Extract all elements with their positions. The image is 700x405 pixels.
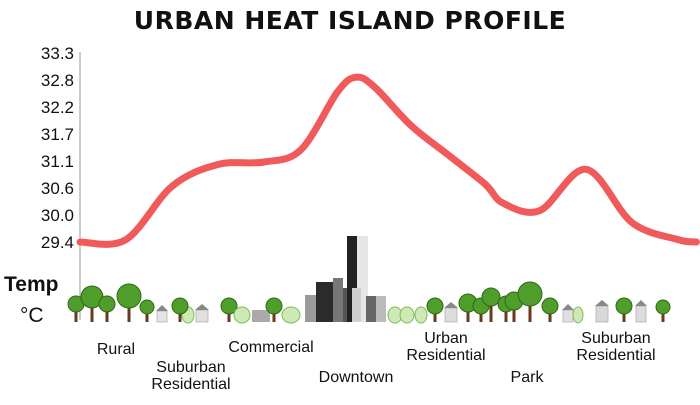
tree-icon — [171, 297, 189, 322]
chart-title: URBAN HEAT ISLAND PROFILE — [133, 6, 567, 35]
house-icon — [195, 304, 209, 323]
building-icon — [252, 310, 270, 322]
building-icon — [376, 296, 386, 322]
tree-icon — [116, 283, 142, 322]
tree-icon — [655, 299, 671, 322]
category-label: Downtown — [319, 369, 394, 386]
building-icon — [366, 296, 376, 322]
house-icon — [562, 304, 574, 323]
y-tick-label: 30.0 — [41, 206, 74, 225]
house-icon — [444, 302, 458, 323]
y-axis-label: Temp — [4, 273, 58, 296]
y-tick-label: 32.2 — [41, 98, 74, 117]
tree-icon — [67, 295, 85, 322]
building-icon — [333, 278, 343, 322]
category-label: Suburban Residential — [151, 359, 230, 393]
y-ticks: 33.3 32.8 32.2 31.7 31.1 30.6 30.0 29.4 — [41, 44, 74, 252]
category-label: Rural — [97, 341, 135, 358]
y-tick-label: 32.8 — [41, 71, 74, 90]
category-label: Commercial — [228, 339, 313, 356]
building-icon — [347, 236, 357, 322]
building-icon — [357, 236, 368, 322]
tree-icon — [220, 297, 238, 322]
house-icon — [635, 300, 647, 323]
house-icon — [595, 300, 609, 323]
bush-icon — [281, 306, 301, 324]
category-label: Suburban Residential — [576, 330, 655, 364]
tree-icon — [481, 287, 501, 322]
building-icon — [305, 295, 317, 322]
bush-icon — [233, 306, 251, 324]
bush-icon — [572, 306, 584, 324]
temperature-line — [76, 73, 700, 248]
bush-icon — [399, 306, 415, 324]
skyline-illustration — [67, 236, 671, 324]
tree-icon — [426, 297, 444, 322]
house-icon — [156, 305, 168, 323]
category-label: Urban Residential — [406, 330, 485, 364]
tree-icon — [265, 297, 283, 322]
building-icon — [352, 288, 361, 322]
category-labels: Rural Suburban Residential Commercial Downto… — [97, 330, 656, 393]
y-axis-unit: °C — [20, 304, 44, 327]
tree-icon — [615, 297, 633, 322]
tree-icon — [517, 281, 543, 322]
y-tick-label: 31.7 — [41, 125, 74, 144]
tree-icon — [541, 297, 559, 322]
y-tick-label: 30.6 — [41, 179, 74, 198]
y-tick-label: 33.3 — [41, 44, 74, 63]
building-icon — [316, 282, 334, 322]
y-tick-label: 31.1 — [41, 152, 74, 171]
y-tick-label: 29.4 — [41, 233, 74, 252]
bush-icon — [414, 306, 428, 324]
tree-icon — [98, 295, 116, 322]
category-label: Park — [511, 369, 545, 386]
tree-icon — [139, 299, 155, 322]
